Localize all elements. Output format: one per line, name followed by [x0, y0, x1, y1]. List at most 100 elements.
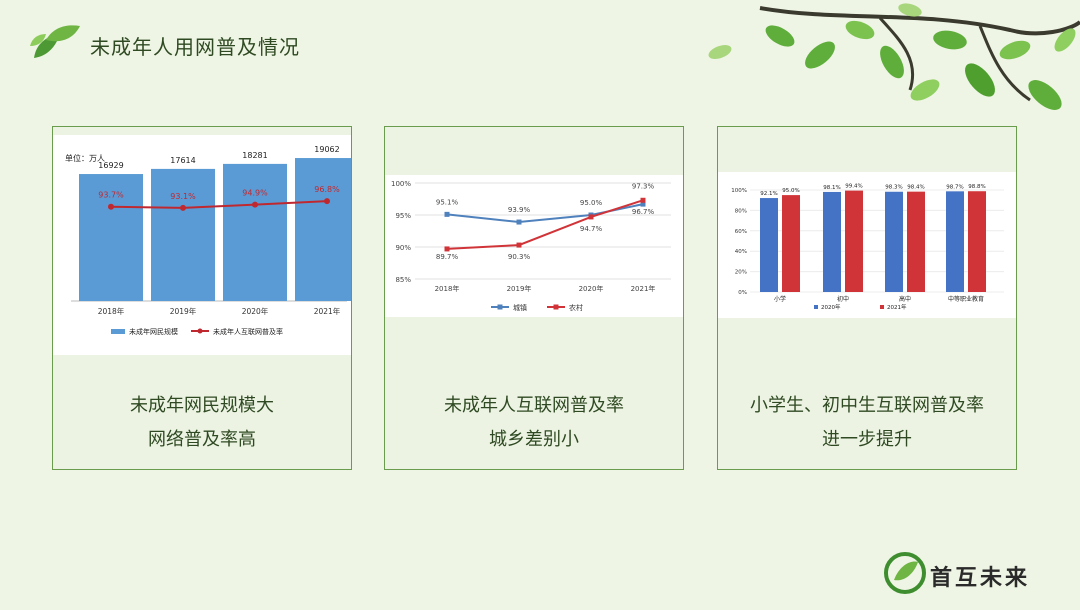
series-point: [640, 201, 646, 207]
x-tick-label: 2020年: [242, 306, 269, 316]
card-student-rate: 100% 80% 60% 40% 20% 0% 92.1% 98.1% 98.3% 98.7% 95…: [717, 126, 1017, 470]
bar-4: [295, 158, 359, 301]
point-value-label: 97.3%: [632, 182, 655, 190]
x-tick-label: 2019年: [507, 284, 532, 293]
card-urban-rural-rate: 100% 95% 90% 85% 2018年 2019年 2020年 2021年 95.1% 93…: [384, 126, 684, 470]
bar-value-label: 16929: [98, 161, 123, 170]
legend-rural-label: 农村: [569, 303, 583, 312]
point-value-label: 90.3%: [508, 253, 531, 261]
y-tick-label: 80%: [735, 208, 747, 214]
caption-line1: 未成年网民规模大: [130, 395, 274, 416]
y-tick-label: 85%: [395, 276, 411, 284]
leaf-icon: [30, 25, 80, 58]
bar-2020年-初中: [823, 191, 841, 292]
chart-panel: 单位：万人 16929 2018年 17614 2019年 18281 2020年 19062…: [53, 135, 359, 355]
y-tick-label: 20%: [735, 270, 747, 276]
card-caption: 未成年网民规模大 网络普及率高: [53, 389, 351, 457]
bar-2021年-小学: [782, 195, 800, 292]
x-tick-label: 2018年: [98, 306, 125, 316]
bar-3: [223, 163, 287, 301]
series-point: [444, 211, 450, 217]
chart-panel: 100% 95% 90% 85% 2018年 2019年 2020年 2021年 95.1% 93…: [385, 175, 683, 317]
legend-line-label: 未成年人互联网普及率: [213, 327, 283, 336]
bar-2020年-中等职业教育: [946, 191, 964, 292]
legend-2021-swatch: [880, 305, 884, 309]
legend-2021-label: 2021年: [887, 303, 907, 311]
legend-bar-swatch: [111, 329, 125, 334]
card-caption: 未成年人互联网普及率 城乡差别小: [385, 389, 683, 457]
bar-2020年-高中: [885, 191, 903, 292]
y-tick-label: 0%: [738, 290, 747, 296]
series-point: [640, 197, 646, 203]
x-tick-label: 2020年: [579, 284, 604, 293]
y-tick-label: 60%: [735, 229, 747, 235]
caption-line2: 进一步提升: [822, 429, 912, 450]
point-value-label: 95.1%: [436, 198, 459, 206]
caption-line1: 未成年人互联网普及率: [444, 395, 624, 416]
legend-urban-marker: [497, 304, 503, 310]
point-value-label: 93.9%: [508, 206, 531, 214]
chart-panel: 100% 80% 60% 40% 20% 0% 92.1% 98.1% 98.3% 98.7% 95…: [718, 172, 1016, 318]
x-tick-label: 高中: [899, 295, 911, 303]
legend-line-marker: [197, 328, 203, 334]
bar-value-label: 98.3%: [885, 185, 902, 191]
rate-value-label: 93.7%: [98, 191, 124, 200]
bar-2021年-高中: [907, 191, 925, 292]
bar-value-label: 98.8%: [968, 184, 985, 190]
bar-value-label: 17614: [170, 156, 195, 165]
bar-value-label: 95.0%: [782, 188, 799, 194]
legend-rural-marker: [553, 304, 559, 310]
bar-1: [79, 174, 143, 301]
x-tick-label: 2018年: [435, 284, 460, 293]
series-point: [444, 246, 450, 252]
series-point: [588, 214, 594, 220]
series-line-农村: [446, 199, 644, 250]
brand-logo-icon: [884, 552, 926, 594]
series-line-城镇: [446, 203, 644, 224]
y-tick-label: 100%: [391, 180, 411, 188]
legend-2020-swatch: [814, 305, 818, 309]
legend-urban-label: 城镇: [513, 303, 527, 312]
bar-value-label: 19062: [314, 145, 339, 154]
point-value-label: 94.7%: [580, 225, 603, 233]
branch-leaves-decoration: [708, 3, 1080, 110]
x-tick-label: 中等职业教育: [948, 295, 984, 303]
unit-label: 单位：万人: [65, 153, 105, 163]
bar-value-label: 18281: [242, 151, 267, 160]
bar-2021年-中等职业教育: [968, 191, 986, 292]
bar-value-label: 98.1%: [823, 185, 840, 191]
x-tick-label: 2021年: [631, 284, 656, 293]
x-tick-label: 2019年: [170, 306, 197, 316]
line-chart: 100% 95% 90% 85% 2018年 2019年 2020年 2021年 95.1% 93…: [391, 180, 671, 312]
caption-line1: 小学生、初中生互联网普及率: [750, 395, 984, 416]
y-tick-label: 90%: [395, 244, 411, 252]
rate-value-label: 96.8%: [314, 185, 340, 194]
card-caption: 小学生、初中生互联网普及率 进一步提升: [718, 389, 1016, 457]
grouped-bar-chart: 100% 80% 60% 40% 20% 0% 92.1% 98.1% 98.3% 98.7% 95…: [731, 184, 1004, 311]
series-point: [516, 242, 522, 248]
card-minor-users-scale: 单位：万人 16929 2018年 17614 2019年 18281 2020年 19062…: [52, 126, 359, 470]
rate-point-2: [180, 204, 186, 211]
bar-value-label: 98.4%: [907, 185, 924, 191]
rate-line: [110, 200, 328, 209]
caption-line2: 城乡差别小: [489, 429, 579, 450]
series-point: [516, 219, 522, 225]
bar-2: [151, 168, 215, 301]
y-tick-label: 95%: [395, 212, 411, 220]
bar-value-label: 92.1%: [760, 191, 777, 197]
legend-2020-label: 2020年: [821, 303, 841, 311]
brand-logo-text: 首互未来: [930, 566, 1031, 591]
y-tick-label: 40%: [735, 249, 747, 255]
x-tick-label: 初中: [837, 295, 849, 303]
bar-2021年-初中: [845, 190, 863, 292]
rate-value-label: 93.1%: [170, 192, 196, 201]
rate-point-4: [324, 198, 330, 205]
rate-point-3: [252, 201, 258, 208]
page-title: 未成年人用网普及情况: [90, 35, 300, 59]
bar-value-label: 98.7%: [946, 184, 963, 190]
bar-value-label: 99.4%: [845, 184, 862, 190]
rate-point-1: [108, 203, 114, 210]
point-value-label: 96.7%: [632, 208, 655, 216]
bar-2020年-小学: [760, 198, 778, 292]
